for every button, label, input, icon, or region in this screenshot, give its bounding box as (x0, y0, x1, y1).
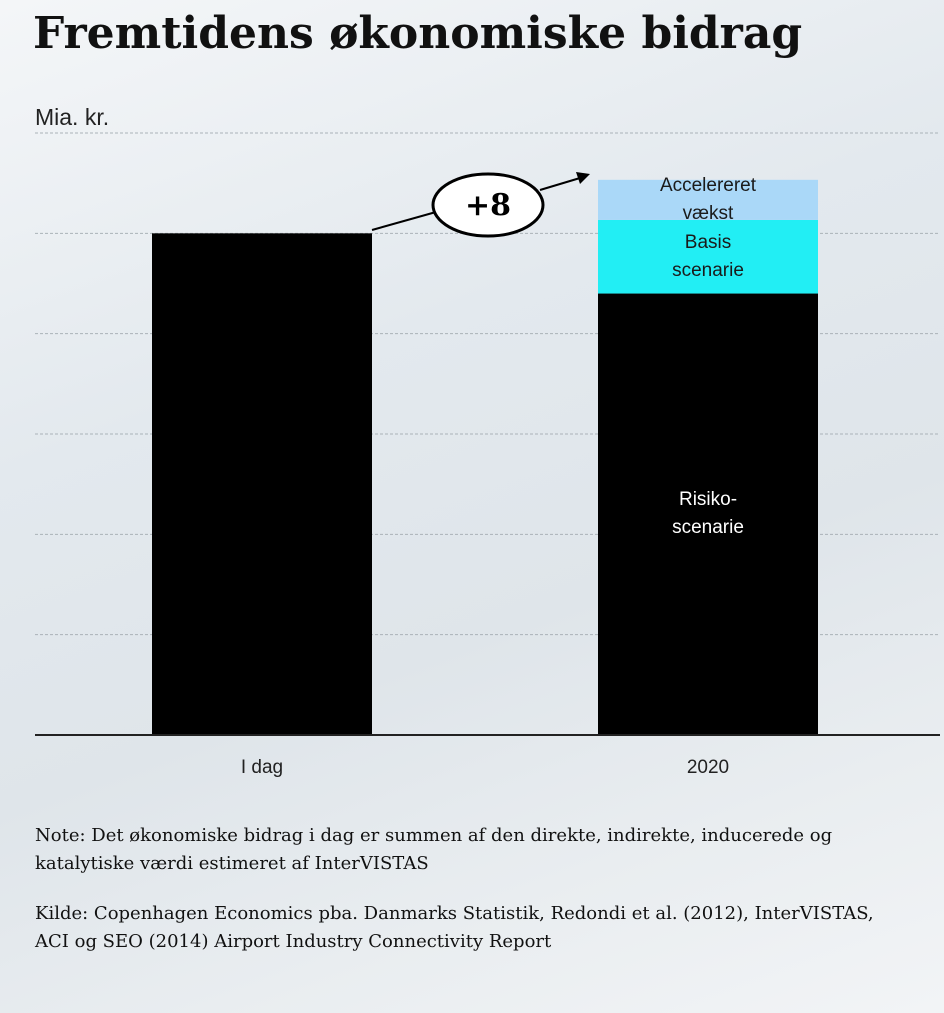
annotation-arrow (540, 178, 580, 190)
annotation-arrow (372, 212, 436, 230)
annotation: +8 (465, 188, 511, 223)
segment-label: Risiko-scenarie (653, 264, 763, 765)
x-tick-label: 2020 (598, 757, 818, 779)
bar-segment (152, 233, 372, 735)
note: Note: Det økonomiske bidrag i dag er sum… (35, 822, 895, 878)
arrow-head (576, 172, 590, 184)
page: +8 Fremtidens økonomiske bidrag Mia. kr.… (0, 0, 944, 1013)
y-axis-label: Mia. kr. (35, 104, 109, 131)
x-tick-label: I dag (152, 757, 372, 779)
chart-title: Fremtidens økonomiske bidrag (33, 8, 802, 59)
source: Kilde: Copenhagen Economics pba. Danmark… (35, 900, 895, 956)
segment-label: Accelereret vækst (653, 150, 763, 250)
